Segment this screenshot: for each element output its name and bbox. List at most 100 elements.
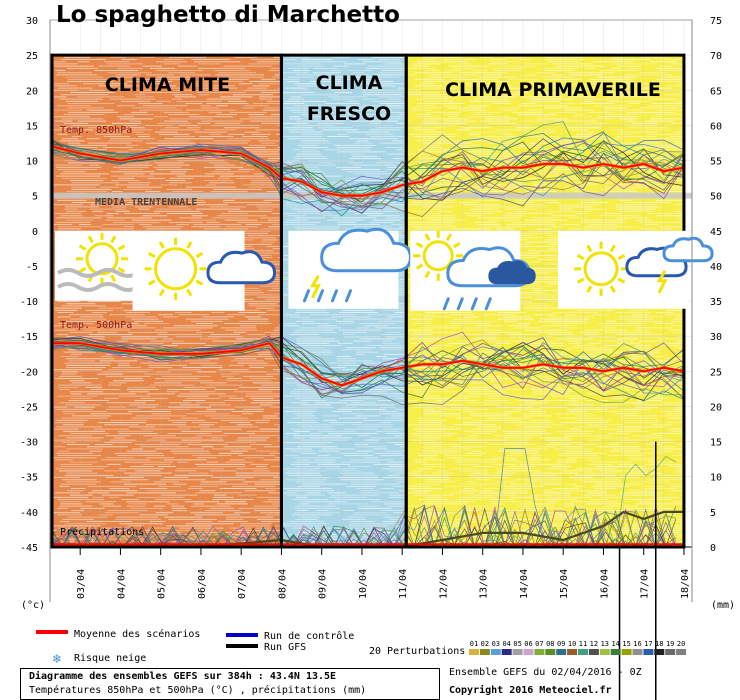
sun-ray	[609, 285, 616, 293]
left-unit-label: (°c)	[21, 600, 46, 611]
y-right-tick-label: 55	[710, 157, 722, 168]
perturbation-number: 01	[470, 640, 478, 648]
perturbation-swatch	[501, 649, 512, 655]
perturbation-swatch	[556, 649, 567, 655]
perturbation-number: 16	[633, 640, 641, 648]
legend-snow-label: Risque neige	[74, 653, 147, 664]
fog-icon	[56, 282, 140, 293]
label-precipitations: Précipitations	[60, 527, 145, 538]
perturbation-swatch	[676, 649, 687, 655]
x-tick-label: 09/04	[318, 569, 329, 599]
perturbation-swatch	[588, 649, 599, 655]
sun-ray	[117, 244, 126, 251]
rain-drop-icon	[470, 297, 478, 311]
perturbation-swatch	[632, 649, 643, 655]
perturbation-line	[51, 137, 685, 211]
y-right-tick-label: 60	[710, 121, 722, 132]
panel-title-fresco-1: CLIMA	[315, 72, 383, 94]
perturbation-swatch	[523, 649, 534, 655]
right-unit-label: (mm)	[711, 600, 736, 611]
rain-drop-icon	[302, 289, 310, 303]
x-tick-label: 04/04	[116, 569, 127, 599]
legend-control-label: Run de contrôle	[264, 631, 355, 642]
rain-drop-icon	[442, 297, 450, 311]
y-right-tick-label: 40	[710, 262, 722, 273]
y-left-tick-label: -15	[20, 332, 38, 343]
lightning-icon	[656, 270, 668, 294]
mean-850-line	[51, 145, 685, 197]
perturbation-line	[51, 142, 685, 199]
y-right-tick-label: 25	[710, 367, 722, 378]
y-left-tick-label: -35	[20, 473, 38, 484]
sun-ray	[586, 285, 593, 293]
perturbation-number: 09	[557, 640, 565, 648]
cloud-icon	[206, 250, 277, 285]
sun-ray	[617, 277, 626, 284]
perturbation-number: 14	[611, 640, 619, 648]
info-box: Diagramme des ensembles GEFS sur 384h : …	[20, 668, 440, 700]
perturbation-number: 06	[524, 640, 532, 648]
legend-control-swatch	[226, 633, 258, 637]
perturbation-line	[51, 335, 684, 391]
perturbation-swatch	[534, 649, 545, 655]
y-right-tick-label: 10	[710, 473, 722, 484]
x-tick-label: 03/04	[76, 569, 87, 599]
y-left-tick-label: 15	[26, 121, 38, 132]
fog-icon	[56, 267, 140, 278]
perturbation-line	[51, 151, 685, 208]
x-tick-label: 11/04	[398, 569, 409, 599]
legend-gfs-label: Run GFS	[264, 642, 307, 653]
sun-ray	[453, 242, 461, 249]
y-left-tick-label: -5	[26, 262, 38, 273]
label-media-trentennale: MEDIA TRENTENNALE	[95, 197, 198, 208]
y-right-tick-label: 65	[710, 86, 722, 97]
x-tick-label: 10/04	[358, 569, 369, 599]
sun-ray	[609, 244, 616, 253]
perturbation-number: 15	[622, 640, 630, 648]
perturbation-line	[51, 140, 685, 210]
y-left-tick-label: 0	[32, 227, 38, 238]
sun-ray	[445, 233, 453, 241]
perturbation-swatch	[621, 649, 632, 655]
y-left-tick-label: 25	[26, 51, 38, 62]
y-left-tick-label: 20	[26, 86, 38, 97]
perturbation-line	[51, 341, 685, 394]
snowflake-icon: ❄	[52, 652, 62, 666]
info-line-2: Températures 850hPa et 500hPa (°C) , pré…	[29, 685, 367, 696]
y-left-tick-label: 30	[26, 16, 38, 27]
perturbation-number: 12	[590, 640, 598, 648]
sun-ray	[147, 279, 156, 286]
sun-ray	[186, 288, 193, 297]
x-tick-label: 13/04	[479, 569, 490, 599]
legend-mean-swatch	[36, 630, 68, 634]
perturbation-swatch	[545, 649, 556, 655]
perturbation-number: 20	[677, 640, 685, 648]
x-tick-label: 18/04	[680, 569, 691, 599]
perturbation-number: 18	[655, 640, 663, 648]
perturbation-line	[51, 338, 685, 400]
perturbation-swatch	[599, 649, 610, 655]
sun-ray	[617, 254, 626, 261]
y-left-tick-label: -20	[20, 367, 38, 378]
panel-title-fresco-2: FRESCO	[306, 103, 392, 125]
info-line-1: Diagramme des ensembles GEFS sur 384h : …	[29, 671, 337, 682]
lightning-icon	[309, 275, 321, 299]
perturbation-number: 03	[492, 640, 500, 648]
sun-icon	[154, 247, 198, 291]
ensemble-run-label: Ensemble GEFS du 02/04/2016 - 0Z	[449, 667, 642, 678]
rain-drop-icon	[484, 297, 492, 311]
label-temp500: Temp. 500hPa	[60, 320, 133, 331]
panel-title-mite: CLIMA MITE	[104, 74, 231, 96]
panel-title-primaverile: CLIMA PRIMAVERILE	[445, 79, 661, 101]
sun-ray	[147, 252, 156, 259]
y-right-tick-label: 75	[710, 16, 722, 27]
rain-drop-icon	[456, 297, 464, 311]
perturbation-number: 05	[513, 640, 521, 648]
sun-ray	[424, 270, 431, 279]
x-tick-label: 05/04	[157, 569, 168, 599]
mean-500-line	[52, 342, 685, 387]
x-tick-label: 14/04	[519, 569, 530, 599]
perturbation-number: 04	[502, 640, 510, 648]
x-tick-label: 15/04	[559, 569, 570, 599]
